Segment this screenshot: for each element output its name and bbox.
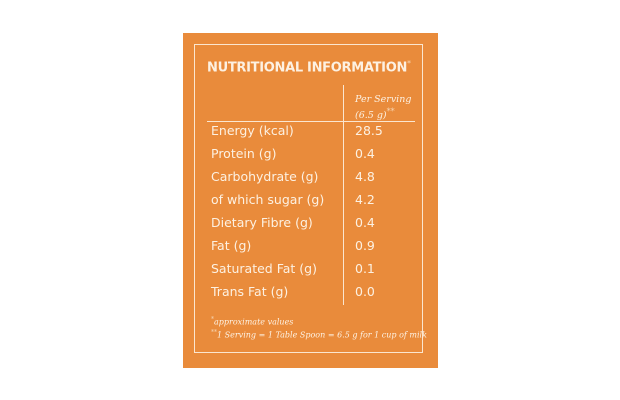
nutrition-card: NUTRITIONAL INFORMATION* Per Serving (6.… [183,33,438,368]
column-header-mark: ** [386,107,395,116]
column-divider [343,85,344,305]
row-label: Saturated Fat (g) [211,261,317,276]
row-value: 28.5 [355,123,383,138]
title: NUTRITIONAL INFORMATION* [207,59,411,75]
row-value: 0.9 [355,238,375,253]
footnote-text: approximate values [214,317,294,327]
row-value: 0.4 [355,146,375,161]
footnote-text: 1 Serving = 1 Table Spoon = 6.5 g for 1 … [217,330,427,340]
footnote-mark: ** [211,329,217,336]
column-header-text: (6.5 g) [355,110,387,122]
row-value: 0.1 [355,261,375,276]
row-value: 0.0 [355,284,375,299]
row-label: Carbohydrate (g) [211,169,319,184]
title-text: NUTRITIONAL INFORMATION [207,60,408,76]
row-label: Protein (g) [211,146,277,161]
title-mark: * [407,59,411,68]
footnote: **1 Serving = 1 Table Spoon = 6.5 g for … [211,329,427,340]
row-value: 4.8 [355,169,375,184]
column-header: Per Serving [355,94,412,105]
footnote-mark: * [211,316,214,323]
row-label: of which sugar (g) [211,192,325,207]
row-label: Energy (kcal) [211,123,294,138]
header-divider [207,121,415,122]
row-value: 0.4 [355,215,375,230]
row-label: Fat (g) [211,238,252,253]
row-label: Dietary Fibre (g) [211,215,313,230]
inner-border [194,44,423,353]
footnote: *approximate values [211,316,293,327]
column-header: (6.5 g)** [355,107,395,121]
row-value: 4.2 [355,192,375,207]
row-label: Trans Fat (g) [211,284,289,299]
